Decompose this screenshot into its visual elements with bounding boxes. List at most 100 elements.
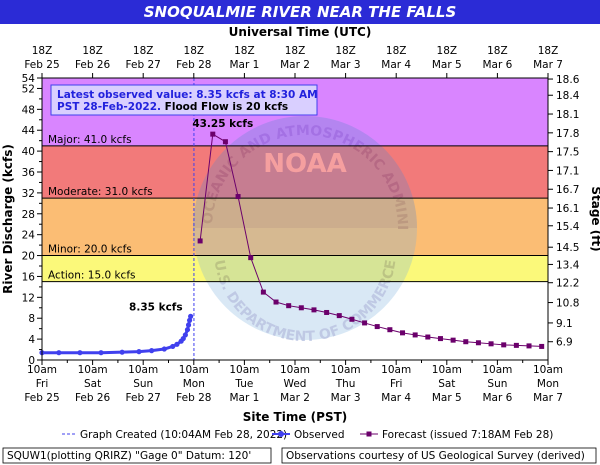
bottom-tick-time-9: 10am xyxy=(482,364,512,376)
forecast-point-3 xyxy=(235,194,241,200)
observed-point-2 xyxy=(77,350,83,356)
band-moderate xyxy=(42,145,548,199)
bottom-tick-date-8: Mar 5 xyxy=(432,392,462,404)
legend-observed-swatch-dot xyxy=(278,431,284,437)
top-tick-time-6: 18Z xyxy=(335,45,356,57)
observed-point-3 xyxy=(98,350,104,356)
top-tick-date-2: Feb 27 xyxy=(126,59,161,71)
bottom-tick-date-0: Feb 25 xyxy=(24,392,59,404)
forecast-point-15 xyxy=(387,327,393,333)
legend-forecast-swatch-marker xyxy=(366,431,372,437)
top-tick-time-0: 18Z xyxy=(32,45,53,57)
bottom-tick-date-10: Mar 7 xyxy=(533,392,563,404)
forecast-point-14 xyxy=(374,324,380,330)
bottom-tick-time-5: 10am xyxy=(280,364,310,376)
top-tick-time-7: 18Z xyxy=(386,45,407,57)
bottom-tick-date-7: Mar 4 xyxy=(381,392,411,404)
observed-point-1 xyxy=(56,350,62,356)
left-tick-label-12: 12 xyxy=(22,292,35,304)
bottom-axis-title: Site Time (PST) xyxy=(243,410,348,424)
bottom-tick-time-2: 10am xyxy=(128,364,158,376)
right-tick-label-9: 17.1 xyxy=(556,165,579,177)
bottom-tick-day-7: Fri xyxy=(390,378,403,390)
flood-category-labels: Action: 15.0 kcfs Minor: 20.0 kcfs Moderat… xyxy=(48,134,153,282)
observed-point-5 xyxy=(136,349,142,355)
forecast-point-6 xyxy=(273,299,279,305)
right-tick-label-5: 14.5 xyxy=(556,242,579,254)
chart-annotations: 43.25 kcfs 8.35 kcfs xyxy=(129,118,253,313)
observed-series xyxy=(39,313,194,356)
bottom-tick-day-2: Sun xyxy=(133,378,153,390)
top-tick-date-5: Mar 2 xyxy=(280,59,310,71)
right-axis-title: Stage (ft) xyxy=(589,186,600,251)
watermark-center-text: NOAA xyxy=(263,149,346,179)
bottom-tick-day-5: Wed xyxy=(284,378,307,390)
noaa-logo-upper-half xyxy=(193,116,417,228)
band-normal xyxy=(42,281,548,360)
threshold-label-moderate: Moderate: 31.0 kcfs xyxy=(48,186,153,198)
top-x-axis: 18Z Feb 25 18Z Feb 26 18Z Feb 27 18Z Feb 28 18Z M… xyxy=(24,45,563,78)
left-tick-label-0: 0 xyxy=(28,355,35,367)
right-tick-label-11: 17.8 xyxy=(556,128,579,140)
legend: Graph Created (10:04AM Feb 28, 2022) Obs… xyxy=(62,429,553,441)
forecast-point-26 xyxy=(526,343,532,349)
bottom-tick-time-3: 10am xyxy=(179,364,209,376)
observed-point-6 xyxy=(149,348,155,354)
observed-point-13 xyxy=(184,327,191,333)
left-tick-label-8: 8 xyxy=(28,313,35,325)
right-tick-label-8: 16.7 xyxy=(556,184,579,196)
forecast-point-19 xyxy=(437,336,443,342)
legend-observed-label: Observed xyxy=(294,429,345,441)
info-box-background xyxy=(50,84,318,116)
top-tick-date-8: Mar 5 xyxy=(432,59,462,71)
latest-value-label: 8.35 kcfs xyxy=(129,301,183,313)
observed-point-16 xyxy=(188,313,194,319)
bottom-tick-day-3: Mon xyxy=(183,378,205,390)
forecast-point-5 xyxy=(260,289,266,295)
info-line-1: Latest observed value: 8.35 kcfs at 8:30… xyxy=(57,89,318,101)
top-tick-time-4: 18Z xyxy=(234,45,255,57)
right-tick-label-0: 6.9 xyxy=(556,337,573,349)
legend-forecast-label: Forecast (issued 7:18AM Feb 28) xyxy=(382,429,553,441)
observed-point-14 xyxy=(185,322,192,328)
bottom-tick-date-1: Feb 26 xyxy=(75,392,111,404)
left-tick-label-54: 54 xyxy=(22,73,36,85)
latest-observed-box: Latest observed value: 8.35 kcfs at 8:30… xyxy=(50,84,318,116)
top-axis-title: Universal Time (UTC) xyxy=(229,25,372,39)
forecast-point-9 xyxy=(311,307,317,313)
left-tick-label-52: 52 xyxy=(22,83,35,95)
top-tick-date-9: Mar 6 xyxy=(482,59,512,71)
left-tick-label-24: 24 xyxy=(22,230,36,242)
forecast-point-21 xyxy=(463,339,469,345)
left-axis-title: River Discharge (kcfs) xyxy=(1,144,15,294)
left-tick-label-44: 44 xyxy=(22,125,36,137)
noaa-logo-disc xyxy=(193,116,417,340)
bottom-tick-time-6: 10am xyxy=(331,364,361,376)
band-action xyxy=(42,255,548,282)
footer-right-box xyxy=(281,447,597,464)
legend-created-label: Graph Created (10:04AM Feb 28, 2022) xyxy=(80,429,287,441)
right-tick-label-10: 17.5 xyxy=(556,147,579,159)
footer-left-text: SQUW1(plotting QRIRZ) "Gage 0" Datum: 12… xyxy=(7,450,251,462)
peak-label: 43.25 kcfs xyxy=(192,118,253,130)
right-tick-label-7: 16.1 xyxy=(556,203,579,215)
title-bar xyxy=(0,0,600,24)
forecast-point-25 xyxy=(513,342,519,348)
bottom-tick-day-8: Sat xyxy=(438,378,455,390)
footer-left-box xyxy=(2,447,272,464)
forecast-point-7 xyxy=(286,303,292,309)
info-line-2-date: PST 28-Feb-2022. xyxy=(57,101,161,113)
flood-category-lines xyxy=(42,145,548,283)
bottom-tick-day-9: Sun xyxy=(487,378,507,390)
forecast-point-2 xyxy=(222,139,228,145)
top-tick-time-5: 18Z xyxy=(285,45,306,57)
observed-point-4 xyxy=(119,349,125,355)
forecast-point-16 xyxy=(400,330,406,336)
top-tick-time-2: 18Z xyxy=(133,45,154,57)
right-tick-label-14: 18.6 xyxy=(556,74,580,86)
forecast-point-10 xyxy=(324,309,330,315)
forecast-point-11 xyxy=(336,313,342,319)
forecast-point-27 xyxy=(539,343,545,349)
bottom-tick-time-8: 10am xyxy=(432,364,462,376)
bottom-tick-date-6: Mar 3 xyxy=(331,392,361,404)
